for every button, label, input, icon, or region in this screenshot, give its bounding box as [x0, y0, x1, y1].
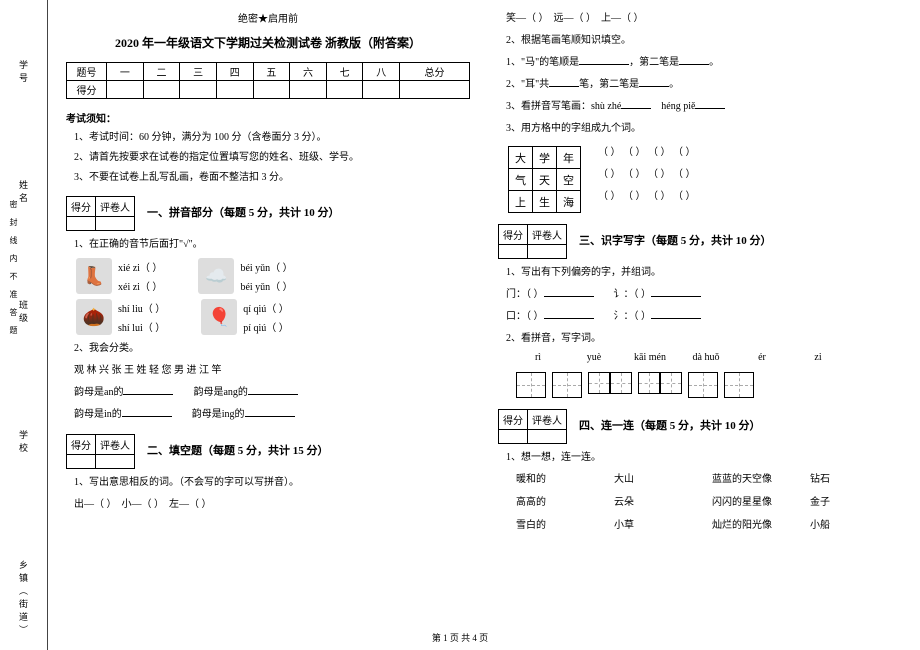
- cloud-icon: ☁️: [198, 258, 234, 294]
- notice-title: 考试须知：: [66, 110, 470, 125]
- seal-line-text: 密 封 线 内 不 准 答 题: [8, 200, 19, 338]
- section2-scorebox: 得分评卷人 二、填空题（每题 5 分，共计 15 分）: [66, 434, 470, 469]
- char-box: [516, 372, 546, 398]
- nine-grid: 大学年 气天空 上生海: [508, 146, 581, 213]
- gutter-label-1: 学校: [17, 430, 30, 456]
- notice-2: 2、请首先按要求在试卷的指定位置填写您的姓名、班级、学号。: [74, 150, 470, 165]
- nine-grid-block: 大学年 气天空 上生海 （ ） （ ） （ ） （ ） （ ） （ ） （ ） …: [498, 142, 902, 213]
- boot-icon: 👢: [76, 258, 112, 294]
- pomegranate-icon: 🌰: [76, 299, 112, 335]
- page-columns: 绝密★启用前 2020 年一年级语文下学期过关检测试卷 浙教版（附答案） 题号 …: [48, 0, 920, 650]
- q1-1-stem: 1、在正确的音节后面打"√"。: [74, 236, 470, 253]
- section2-title: 二、填空题（每题 5 分，共计 15 分）: [147, 442, 329, 458]
- secret-mark: 绝密★启用前: [66, 10, 470, 25]
- exam-title: 2020 年一年级语文下学期过关检测试卷 浙教版（附答案）: [66, 34, 470, 51]
- sc-h0: 题号: [67, 63, 107, 81]
- page-footer: 第 1 页 共 4 页: [0, 631, 920, 644]
- pinyin-line: rì yuè kāi mén dà huǒ ér zi: [516, 352, 902, 363]
- right-column: 笑—（ ） 远—（ ） 上—（ ） 2、根据笔画笔顺知识填空。 1、"马"的笔顺…: [498, 10, 902, 650]
- q1-2-stem: 2、我会分类。: [74, 340, 470, 357]
- section1-title: 一、拼音部分（每题 5 分，共计 10 分）: [147, 204, 340, 220]
- q2-2-stem: 2、根据笔画笔顺知识填空。: [506, 32, 902, 49]
- section4-scorebox: 得分评卷人 四、连一连（每题 5 分，共计 10 分）: [498, 409, 902, 444]
- notice-1: 1、考试时间：60 分钟，满分为 100 分（含卷面分 3 分）。: [74, 130, 470, 145]
- q1-row2: 🌰 shí liu（ ）shí lui（ ） 🎈 qí qiú（ ）pí qiú…: [76, 299, 470, 335]
- char-boxes: [516, 372, 902, 398]
- sc-rowlabel: 得分: [67, 81, 107, 99]
- q2-1-stem: 1、写出意思相反的词。（不会写的字可以写拼音）。: [74, 474, 470, 491]
- section4-title: 四、连一连（每题 5 分，共计 10 分）: [579, 417, 761, 433]
- sc-h8: 八: [363, 63, 400, 81]
- sc-h4: 四: [216, 63, 253, 81]
- sc-h6: 六: [290, 63, 327, 81]
- gutter-label-0: 乡镇（街道）: [17, 560, 30, 638]
- sc-h3: 三: [180, 63, 217, 81]
- sc-h7: 七: [326, 63, 363, 81]
- sc-h5: 五: [253, 63, 290, 81]
- sc-h1: 一: [107, 63, 144, 81]
- char-box: [688, 372, 718, 398]
- q4-1-stem: 1、想一想，连一连。: [506, 449, 902, 466]
- score-table: 题号 一 二 三 四 五 六 七 八 总分 得分: [66, 62, 470, 99]
- notice-3: 3、不要在试卷上乱写乱画，卷面不整洁扣 3 分。: [74, 170, 470, 185]
- char-box: [724, 372, 754, 398]
- q1-2-chars: 观 林 兴 张 王 姓 轻 您 男 进 江 竿: [74, 362, 470, 379]
- binding-gutter: 乡镇（街道） 学校 班级 姓名 学号 密 封 线 内 不 准 答 题: [0, 0, 48, 650]
- gutter-label-4: 学号: [17, 60, 30, 86]
- sc-h9: 总分: [400, 63, 470, 81]
- q3-1-stem: 1、写出有下列偏旁的字，并组词。: [506, 264, 902, 281]
- section3-title: 三、识字写字（每题 5 分，共计 10 分）: [579, 232, 772, 248]
- left-column: 绝密★启用前 2020 年一年级语文下学期过关检测试卷 浙教版（附答案） 题号 …: [66, 10, 470, 650]
- section3-scorebox: 得分评卷人 三、识字写字（每题 5 分，共计 10 分）: [498, 224, 902, 259]
- q2-3-stem: 3、用方格中的字组成九个词。: [506, 120, 902, 137]
- q3-2-stem: 2、看拼音，写字词。: [506, 330, 902, 347]
- section1-scorebox: 得分评卷人 一、拼音部分（每题 5 分，共计 10 分）: [66, 196, 470, 231]
- balloon-icon: 🎈: [201, 299, 237, 335]
- sc-h2: 二: [143, 63, 180, 81]
- char-box: [552, 372, 582, 398]
- q1-row1: 👢 xié zi（ ）xéi zi（ ） ☁️ béi yǔn（ ）béi yǔ…: [76, 258, 470, 294]
